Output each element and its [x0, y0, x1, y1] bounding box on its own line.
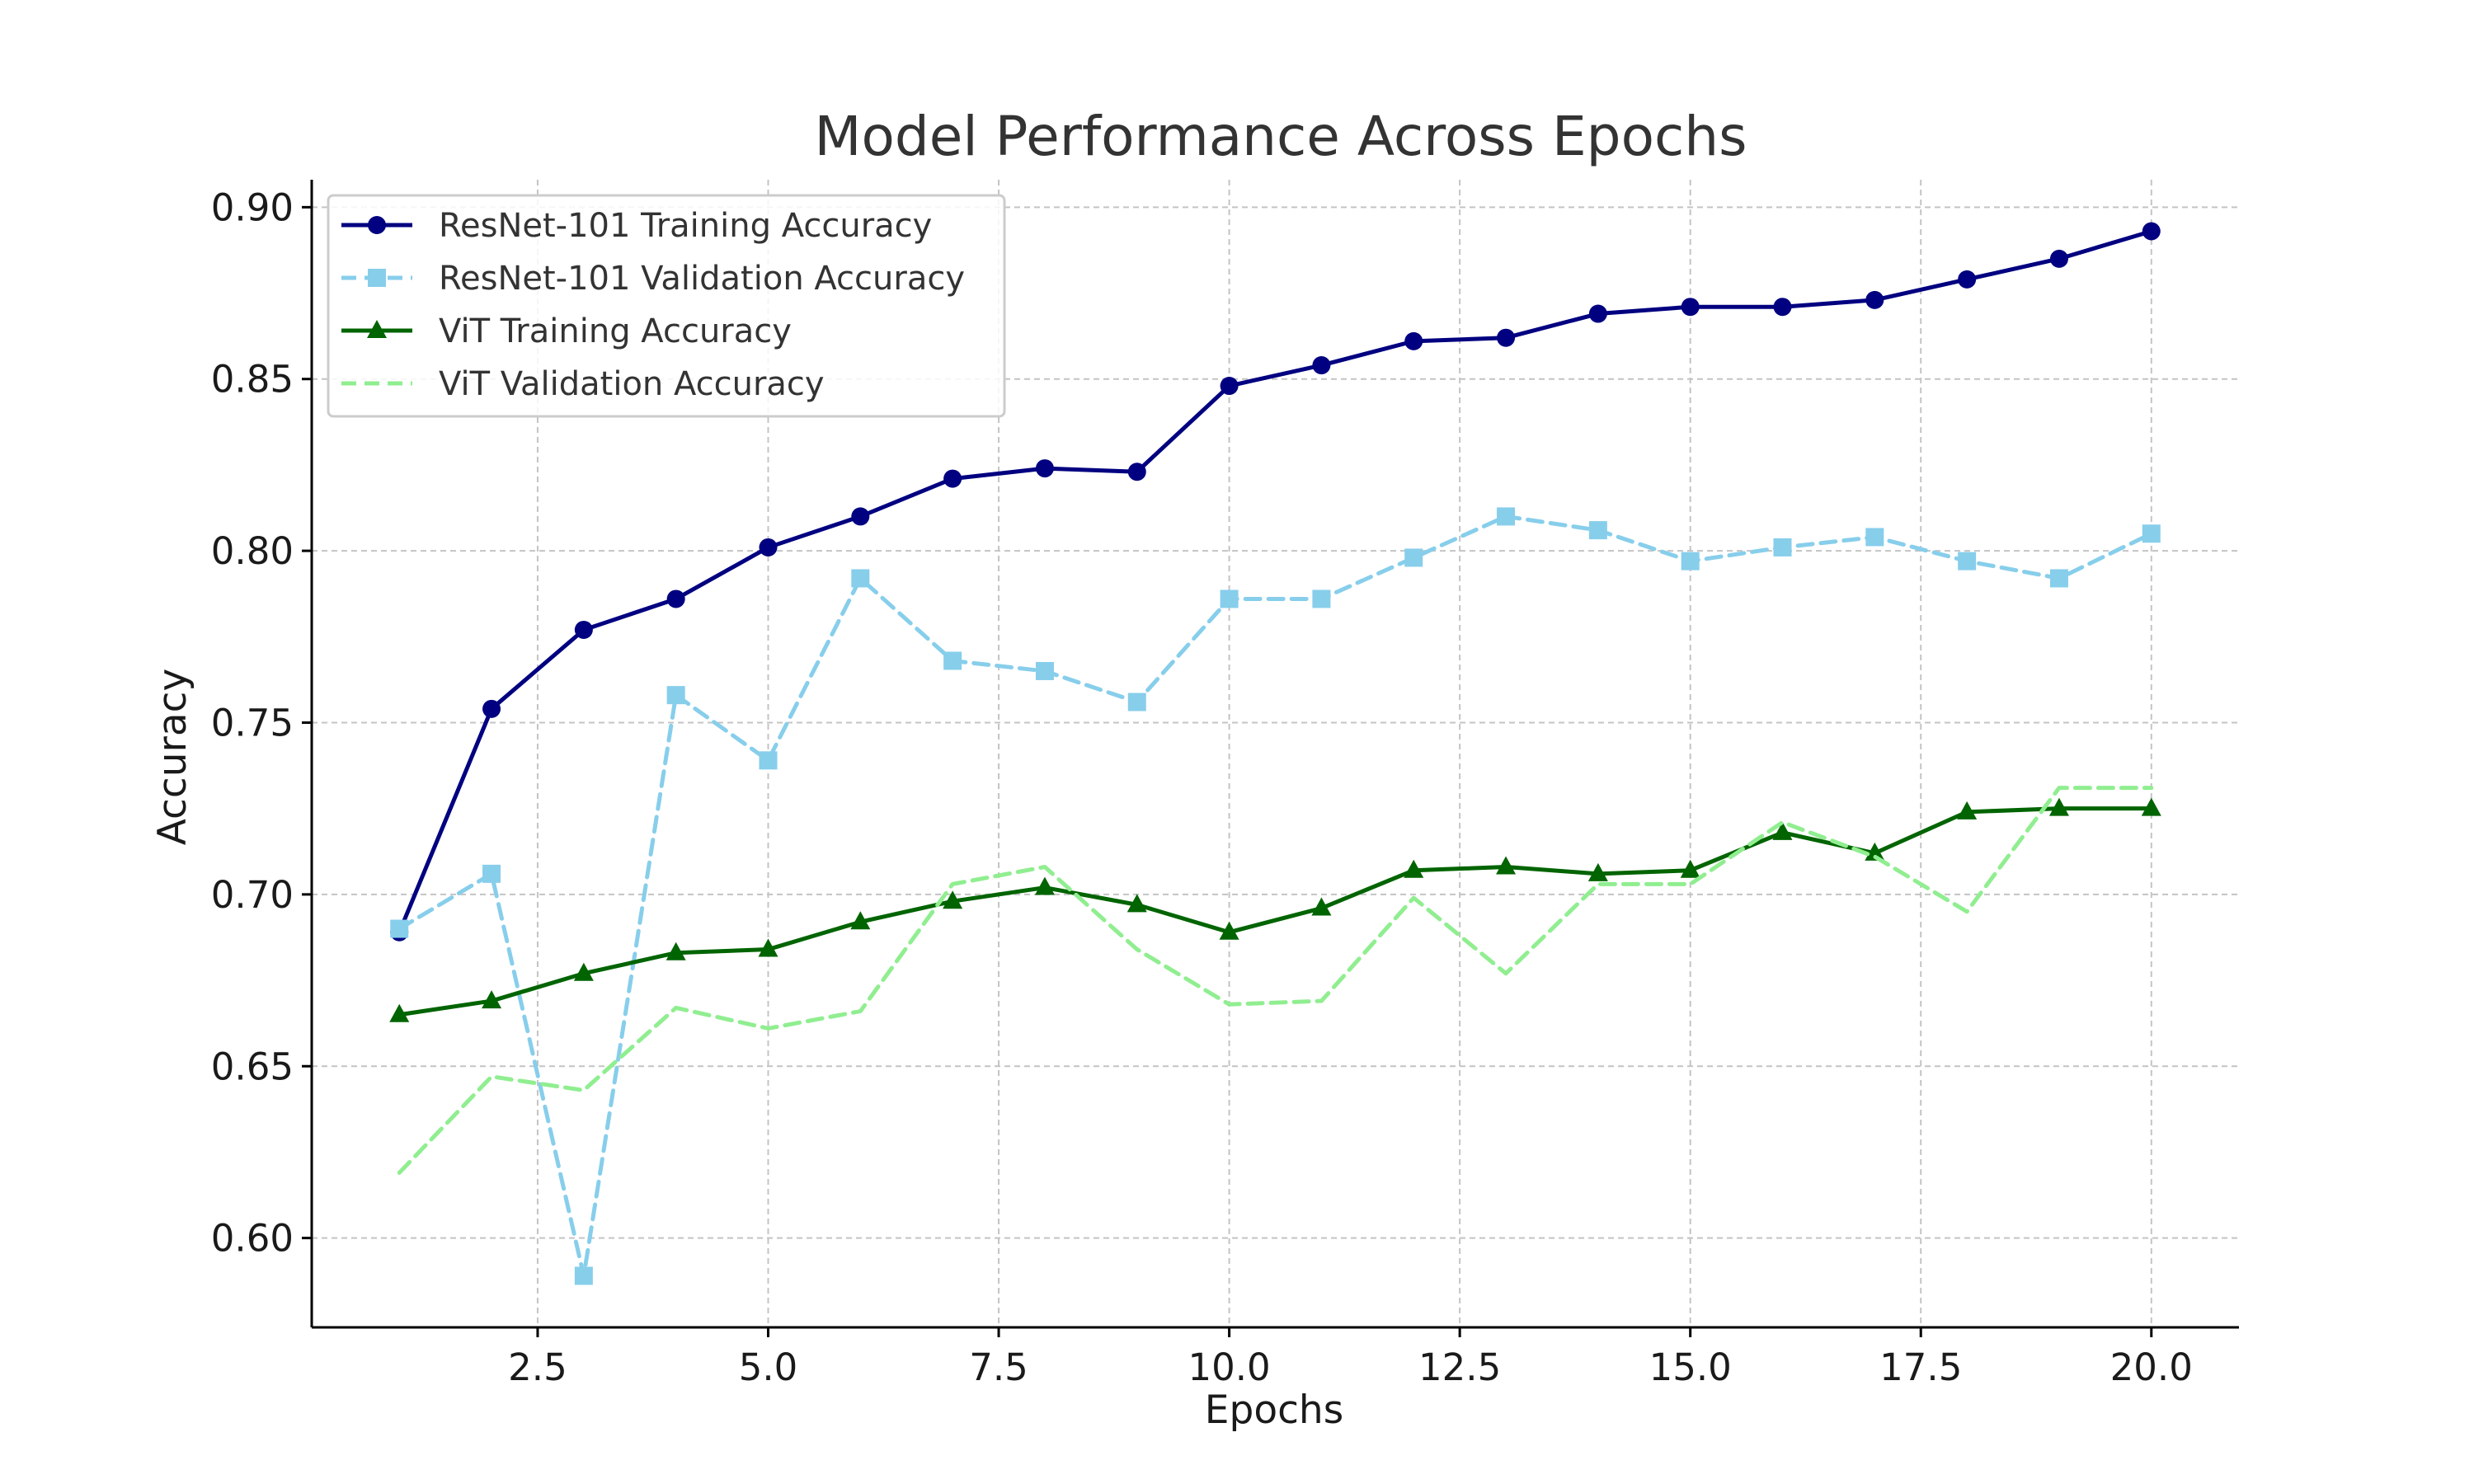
data-point: [1127, 693, 1146, 711]
data-point: [1588, 521, 1607, 540]
legend: ResNet-101 Training Accuracy ResNet-101 V…: [327, 194, 1006, 418]
x-axis-label: Epochs: [1205, 1388, 1343, 1433]
data-point: [1958, 270, 1977, 289]
data-point: [1958, 552, 1977, 571]
data-point: [851, 569, 870, 588]
data-point: [850, 911, 871, 930]
y-tick-label: 0.80: [211, 529, 294, 573]
data-point: [2048, 797, 2069, 816]
x-tick-label: 10.0: [1188, 1345, 1270, 1389]
legend-label: ViT Training Accuracy: [439, 312, 792, 350]
data-point: [1126, 894, 1147, 913]
data-point: [1220, 589, 1239, 608]
data-point: [758, 938, 778, 957]
data-point: [2142, 222, 2161, 241]
x-tick-label: 17.5: [1879, 1345, 1962, 1389]
data-point: [759, 751, 778, 770]
series-line: [397, 229, 2154, 935]
legend-label: ResNet-101 Training Accuracy: [439, 207, 932, 245]
data-point: [1219, 921, 1239, 940]
data-point: [574, 1266, 593, 1285]
data-point: [2142, 524, 2161, 543]
legend-marker: [367, 320, 387, 338]
x-tick-label: 15.0: [1649, 1345, 1732, 1389]
y-tick-label: 0.75: [211, 701, 294, 744]
axes: 2.5 5.0 7.5 10.0 12.5 15.0 17.5 20.0 0.60 0.65 0.7…: [211, 180, 2239, 1389]
data-point: [1312, 356, 1331, 375]
data-point: [666, 686, 685, 705]
x-tick-label: 20.0: [2110, 1345, 2193, 1389]
data-point: [666, 589, 685, 608]
data-point: [1772, 821, 1793, 840]
data-point: [1680, 859, 1700, 878]
data-point: [1957, 801, 1978, 819]
data-point: [1865, 842, 1885, 861]
data-point: [851, 507, 870, 526]
data-point: [574, 620, 593, 639]
data-point: [1311, 897, 1332, 916]
data-point: [1681, 552, 1700, 571]
data-point: [1035, 459, 1054, 478]
data-point: [1497, 328, 1516, 347]
data-point: [1404, 859, 1424, 878]
data-point: [1404, 548, 1423, 567]
data-point: [943, 469, 962, 488]
y-tick-label: 0.60: [211, 1217, 294, 1261]
data-point: [1773, 298, 1792, 317]
x-tick-label: 5.0: [739, 1345, 798, 1389]
data-point: [1034, 876, 1055, 895]
data-point: [1587, 862, 1608, 881]
data-point: [666, 942, 686, 960]
data-point: [1127, 463, 1146, 481]
x-tick-label: 7.5: [969, 1345, 1028, 1389]
data-point: [2049, 249, 2068, 268]
series-line: [397, 514, 2154, 1278]
data-point: [1681, 298, 1700, 317]
series-line: [397, 786, 2154, 1175]
data-point: [1588, 304, 1607, 323]
data-point: [1220, 377, 1239, 396]
data-point: [482, 864, 501, 883]
data-point: [1773, 538, 1792, 556]
data-point: [1496, 856, 1517, 875]
data-point: [943, 651, 962, 670]
data-point: [389, 1003, 410, 1022]
data-point: [482, 990, 502, 1009]
chart-title: Model Performance Across Epochs: [815, 105, 1747, 168]
y-tick-label: 0.85: [211, 358, 294, 402]
y-tick-label: 0.90: [211, 186, 294, 229]
data-point: [1404, 331, 1423, 350]
data-point: [1497, 507, 1516, 526]
data-point: [1865, 290, 1884, 309]
data-point: [943, 890, 963, 909]
data-point: [573, 962, 594, 981]
x-tick-label: 2.5: [508, 1345, 567, 1389]
legend-box: [327, 194, 1006, 418]
data-point: [1312, 589, 1331, 608]
data-point: [1035, 661, 1054, 680]
data-point: [2141, 797, 2161, 816]
legend-label: ViT Validation Accuracy: [439, 365, 825, 403]
data-point: [1865, 528, 1884, 547]
legend-marker: [368, 216, 386, 234]
y-tick-label: 0.65: [211, 1045, 294, 1088]
data-point: [2049, 569, 2068, 588]
data-point: [759, 538, 778, 556]
data-point: [482, 699, 501, 718]
legend-marker: [368, 269, 386, 287]
legend-label: ResNet-101 Validation Accuracy: [439, 260, 965, 298]
y-tick-label: 0.70: [211, 873, 294, 917]
series-lines: [389, 222, 2161, 1285]
x-tick-label: 12.5: [1418, 1345, 1501, 1389]
y-axis-label: Accuracy: [150, 669, 195, 846]
data-point: [390, 919, 409, 938]
